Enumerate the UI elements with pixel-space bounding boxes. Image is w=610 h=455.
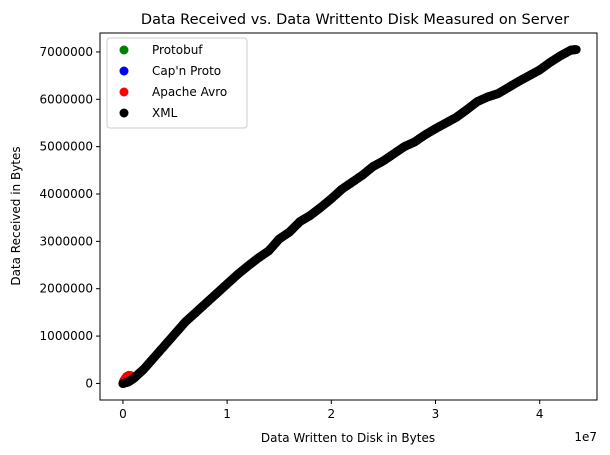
x-axis-label: Data Written to Disk in Bytes bbox=[261, 431, 435, 445]
x-tick-label: 4 bbox=[536, 407, 544, 421]
points-layer bbox=[118, 45, 581, 388]
x-tick-label: 1 bbox=[223, 407, 231, 421]
series-xml bbox=[118, 45, 581, 388]
y-tick-label: 3000000 bbox=[40, 234, 93, 248]
y-tick-label: 5000000 bbox=[40, 140, 93, 154]
data-point bbox=[571, 45, 581, 55]
legend-frame bbox=[106, 37, 248, 129]
legend-label: Apache Avro bbox=[152, 85, 227, 99]
legend-label: XML bbox=[152, 106, 178, 120]
x-axis-ticks: 0 1 2 3 4 bbox=[119, 400, 544, 421]
legend-marker bbox=[119, 87, 129, 97]
x-tick-label: 2 bbox=[327, 407, 335, 421]
y-tick-label: 0 bbox=[85, 376, 93, 390]
y-tick-label: 1000000 bbox=[40, 329, 93, 343]
chart-title: Data Received vs. Data Writtento Disk Me… bbox=[141, 12, 569, 28]
legend-marker bbox=[119, 45, 129, 55]
x-tick-label: 3 bbox=[432, 407, 440, 421]
legend: Protobuf Cap'n Proto Apache Avro XML bbox=[106, 37, 248, 129]
legend-label: Protobuf bbox=[152, 43, 203, 57]
y-tick-label: 7000000 bbox=[40, 45, 93, 59]
y-tick-label: 6000000 bbox=[40, 92, 93, 106]
x-tick-label: 0 bbox=[119, 407, 127, 421]
y-axis-ticks: 0 1000000 2000000 3000000 4000000 5000000 6000… bbox=[40, 45, 100, 390]
x-axis-offset-label: 1e7 bbox=[574, 430, 597, 444]
legend-marker bbox=[119, 108, 129, 118]
y-axis-label: Data Received in Bytes bbox=[9, 146, 23, 285]
y-tick-label: 2000000 bbox=[40, 282, 93, 296]
legend-label: Cap'n Proto bbox=[152, 64, 221, 78]
legend-marker bbox=[119, 66, 129, 76]
y-tick-label: 4000000 bbox=[40, 187, 93, 201]
